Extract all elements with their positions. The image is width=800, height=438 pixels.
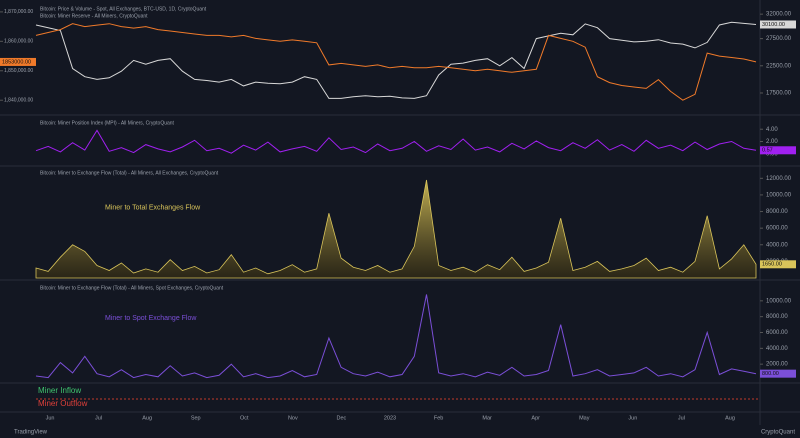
- last-value-label: 30100.00: [762, 22, 785, 28]
- footer-right: CryptoQuant: [761, 430, 795, 436]
- y-tick-label: 6000.00: [766, 330, 788, 336]
- x-tick-label: 2023: [384, 415, 396, 421]
- annotation: Miner to Total Exchanges Flow: [105, 205, 201, 212]
- pane-title: Bitcoin: Price & Volume - Spot, All Exch…: [40, 6, 207, 12]
- y2-tick-label: 1,860,000.00: [4, 39, 33, 45]
- y-tick-label: 12000.00: [766, 176, 792, 182]
- pane-subtitle: Bitcoin: Miner Reserve - All Miners, Cry…: [40, 13, 148, 19]
- y-tick-label: 8000.00: [766, 209, 788, 215]
- x-tick-label: Jun: [46, 415, 55, 421]
- last-value-box: [760, 260, 796, 269]
- x-tick-label: Mar: [482, 415, 492, 421]
- y-tick-label: 22500.00: [766, 63, 792, 69]
- y-tick-label: 6000.00: [766, 226, 788, 232]
- area: [35, 179, 757, 279]
- line: [35, 294, 757, 379]
- last-value-label: 1853000.00: [2, 59, 31, 65]
- y-tick-label: 4.00: [766, 127, 778, 133]
- y-tick-label: 27500.00: [766, 36, 792, 42]
- y-tick-label: 0.00: [766, 151, 778, 157]
- y-tick-label: 10000.00: [766, 298, 792, 304]
- y-tick-label: 17500.00: [766, 91, 792, 97]
- legend-outflow: Miner Outflow: [38, 399, 88, 408]
- annotation: Miner to Spot Exchange Flow: [105, 315, 197, 322]
- line: [35, 21, 757, 99]
- last-value-box: [760, 146, 796, 155]
- y-tick-label: 32000.00: [766, 12, 792, 18]
- x-tick-label: Aug: [725, 415, 735, 421]
- last-value-box: [0, 57, 36, 66]
- pane-title: Bitcoin: Miner Position Index (MPI) - Al…: [40, 120, 175, 126]
- x-tick-label: Sep: [191, 415, 201, 421]
- x-tick-label: Apr: [531, 415, 540, 421]
- y-tick-label: 10000.00: [766, 193, 792, 199]
- x-tick-label: Nov: [288, 415, 298, 421]
- y-tick-label: 4000.00: [766, 346, 788, 352]
- x-tick-label: Oct: [240, 415, 249, 421]
- footer-left: TradingView: [14, 430, 48, 436]
- x-tick-label: Dec: [337, 415, 347, 421]
- x-tick-label: Aug: [142, 415, 152, 421]
- y2-tick-label: 1,850,000.00: [4, 68, 33, 74]
- x-tick-label: Jul: [678, 415, 685, 421]
- last-value-box: [760, 369, 796, 378]
- pane-title: Bitcoin: Miner to Exchange Flow (Total) …: [40, 285, 224, 291]
- line: [35, 23, 757, 101]
- y-tick-label: 4000.00: [766, 242, 788, 248]
- last-value-box: [760, 20, 796, 29]
- pane-title: Bitcoin: Miner to Exchange Flow (Total) …: [40, 170, 219, 176]
- y2-tick-label: 1,870,000.00: [4, 9, 33, 15]
- x-tick-label: Jul: [95, 415, 102, 421]
- last-value-label: 800.00: [762, 371, 779, 377]
- y-tick-label: 2000.00: [766, 362, 788, 368]
- y-tick-label: 8000.00: [766, 314, 788, 320]
- last-value-label: 1650.00: [762, 262, 782, 268]
- legend-inflow: Miner Inflow: [38, 386, 81, 395]
- x-tick-label: May: [579, 415, 590, 421]
- x-tick-label: Feb: [434, 415, 443, 421]
- line: [35, 129, 757, 154]
- y-tick-label: 2.00: [766, 139, 778, 145]
- y2-tick-label: 1,840,000.00: [4, 98, 33, 104]
- x-tick-label: Jun: [628, 415, 637, 421]
- last-value-label: 0.57: [762, 148, 773, 154]
